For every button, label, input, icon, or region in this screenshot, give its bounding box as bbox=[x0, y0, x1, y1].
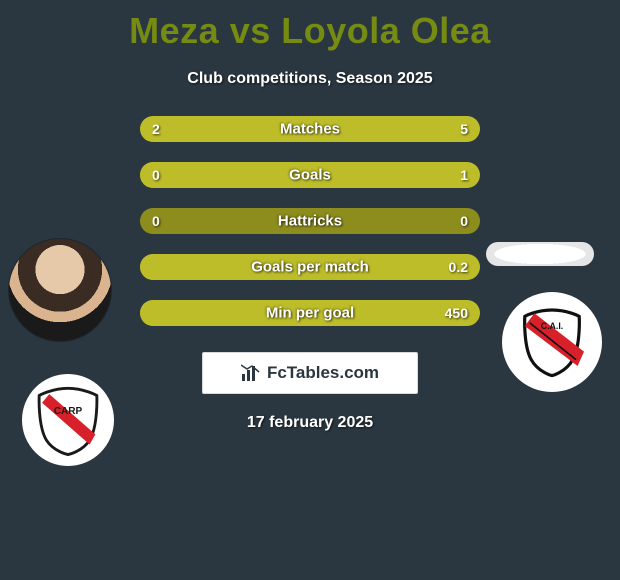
page-title: Meza vs Loyola Olea bbox=[0, 0, 620, 52]
stat-row: Matches 2 5 bbox=[140, 116, 480, 142]
stat-fill-right bbox=[239, 116, 480, 142]
stat-value-right: 5 bbox=[460, 121, 468, 137]
stat-row: Goals per match 0.2 bbox=[140, 254, 480, 280]
brand-text: FcTables.com bbox=[267, 363, 379, 383]
club-left-crest: CARP bbox=[22, 374, 114, 466]
stat-value-left: 2 bbox=[152, 121, 160, 137]
independiente-crest-icon: C.A.I. bbox=[512, 302, 592, 382]
stat-label: Matches bbox=[280, 121, 340, 138]
stat-value-right: 450 bbox=[445, 305, 468, 321]
player-right-avatar bbox=[486, 242, 594, 266]
stat-value-right: 0 bbox=[460, 213, 468, 229]
stat-label: Hattricks bbox=[278, 213, 342, 230]
stat-row: Min per goal 450 bbox=[140, 300, 480, 326]
stat-bars: Matches 2 5 Goals 0 1 Hattricks 0 0 Goals per mat… bbox=[140, 116, 480, 326]
club-right-crest: C.A.I. bbox=[502, 292, 602, 392]
stat-value-left: 0 bbox=[152, 167, 160, 183]
stat-value-left: 0 bbox=[152, 213, 160, 229]
svg-text:CARP: CARP bbox=[54, 406, 83, 417]
stat-row: Goals 0 1 bbox=[140, 162, 480, 188]
stat-label: Goals bbox=[289, 167, 331, 184]
bar-chart-icon bbox=[241, 364, 261, 382]
svg-text:C.A.I.: C.A.I. bbox=[541, 321, 563, 331]
stat-label: Goals per match bbox=[251, 259, 369, 276]
stat-value-right: 0.2 bbox=[449, 259, 468, 275]
player-left-avatar bbox=[8, 238, 112, 342]
stat-label: Min per goal bbox=[266, 305, 354, 322]
riverplate-crest-icon: CARP bbox=[32, 384, 104, 456]
subtitle: Club competitions, Season 2025 bbox=[0, 70, 620, 88]
brand-watermark: FcTables.com bbox=[202, 352, 418, 394]
stat-value-right: 1 bbox=[460, 167, 468, 183]
stat-row: Hattricks 0 0 bbox=[140, 208, 480, 234]
comparison-content: CARP C.A.I. Matches25Goals01Hattricks00G… bbox=[0, 116, 620, 432]
